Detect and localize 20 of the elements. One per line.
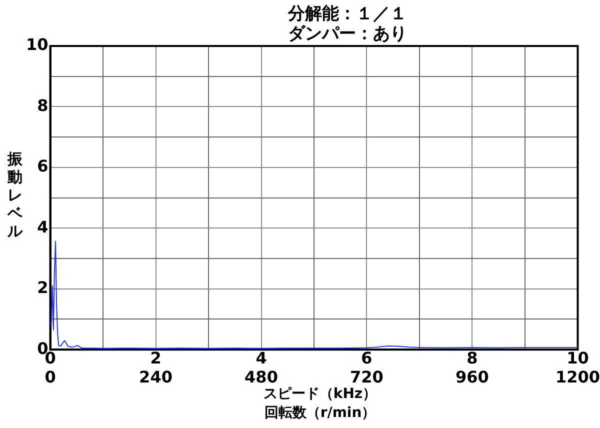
x-tick-label: 10	[566, 348, 589, 368]
x2-tick-label: 1200	[555, 368, 600, 387]
y-axis-title: 振動レベル	[6, 150, 24, 240]
y-tick-label: 4	[37, 217, 48, 236]
x2-tick-label: 240	[139, 368, 172, 387]
y-tick-label: 2	[37, 278, 48, 298]
x2-axis-title: 回転数（r/min）	[263, 404, 377, 422]
x-tick-label: 8	[466, 348, 478, 368]
y-tick-label: 10	[26, 35, 48, 54]
chart-title: 分解能：１／１	[288, 3, 407, 24]
x2-tick-label: 960	[456, 368, 489, 387]
chart-subtitle: ダンパー：あり	[288, 23, 407, 45]
x2-tick-label: 480	[244, 368, 278, 387]
x-tick-label: 4	[256, 348, 267, 368]
x2-tick-label: 720	[350, 368, 384, 387]
y-tick-label: 8	[37, 96, 48, 115]
x-tick-label: 2	[150, 348, 162, 368]
y-tick-label: 6	[37, 156, 48, 176]
x-axis-title: スピード（kHz）	[262, 385, 378, 403]
x-tick-label: 6	[361, 348, 372, 368]
